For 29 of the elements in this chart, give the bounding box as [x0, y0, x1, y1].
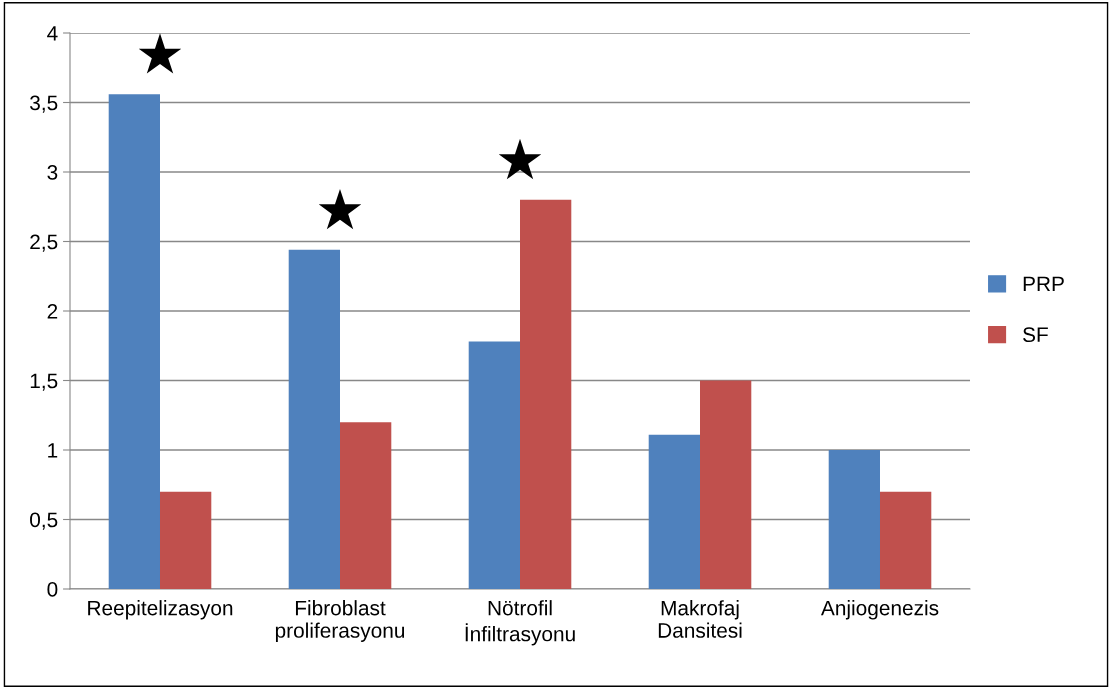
bar: [340, 422, 392, 589]
legend-label: PRP: [1023, 276, 1064, 292]
x-tick-label: Fibroblast proliferasyonu: [275, 600, 405, 642]
x-tick-label: Reepitelizasyon: [88, 600, 233, 620]
x-tick-label: Nötrofil İnfiltrasyonu: [465, 600, 575, 646]
y-tick-label: 1,5: [30, 373, 58, 391]
y-tick-label: 0,5: [30, 512, 58, 530]
bar: [880, 491, 932, 589]
bar: [468, 341, 520, 589]
y-tick-label: 2: [47, 304, 58, 319]
y-tick-label: 3,5: [30, 95, 58, 113]
x-tick-label: Anjiogenezis: [820, 600, 939, 620]
bar: [648, 434, 700, 589]
bar: [160, 491, 212, 589]
y-tick-label: 3: [47, 165, 58, 180]
bar: [828, 450, 880, 589]
bar: [700, 380, 752, 589]
bar: [108, 94, 160, 589]
annotation: ★: [138, 33, 182, 74]
annotation: ★: [498, 138, 542, 180]
bar: [520, 199, 572, 589]
annotation: ★: [318, 188, 362, 230]
y-tick-label: 1: [48, 443, 58, 458]
x-tick-label: Makrofaj Dansitesi: [658, 600, 742, 638]
bar: [288, 249, 340, 589]
y-tick-label: 4: [47, 26, 58, 41]
legend-label: SF: [1023, 327, 1048, 343]
y-tick-label: 2,5: [30, 234, 58, 252]
y-tick-label: 0: [47, 582, 58, 597]
